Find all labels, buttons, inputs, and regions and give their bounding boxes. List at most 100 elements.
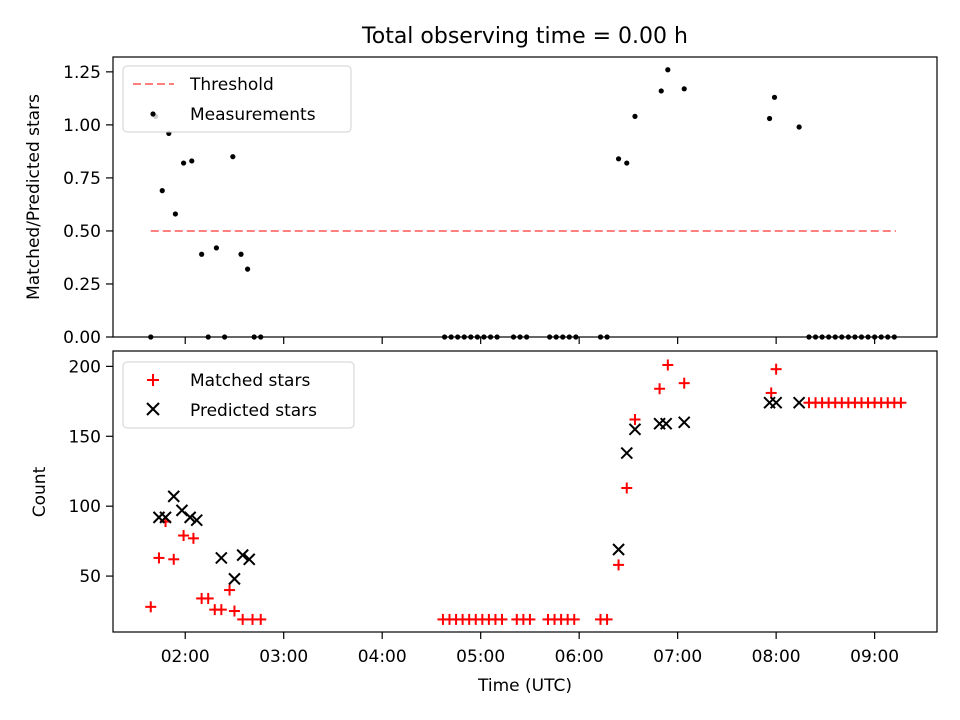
predicted-star-marker [215, 551, 228, 565]
top-legend-box [122, 65, 352, 133]
top-legend: Threshold Measurements [122, 65, 352, 133]
x-tick-label: 06:00 [555, 647, 604, 667]
bottom-subplot: 50 100 150 200 02:00 03:00 04:00 05:00 06:00 07:… [30, 350, 938, 696]
matched-star-marker [215, 604, 227, 616]
top-y-axis-label: Matched/Predicted stars [24, 94, 44, 300]
bottom-plot-marks [145, 359, 907, 625]
predicted-star-marker [159, 511, 172, 524]
top-y-tick-label: 1.25 [63, 63, 101, 83]
matched-star-marker [678, 377, 690, 389]
top-plot-frame [112, 56, 938, 338]
bottom-x-ticks: 02:00 03:00 04:00 05:00 06:00 07:00 08:00 09:00 [161, 632, 899, 667]
matched-star-marker [895, 397, 907, 409]
measurement-point [230, 154, 236, 160]
top-y-tick-label: 0.75 [63, 169, 101, 189]
measurement-point [159, 188, 165, 194]
measurement-point [615, 156, 622, 162]
legend-predicted-label: Predicted stars [190, 401, 317, 421]
matched-star-marker [662, 359, 674, 371]
measurement-point [766, 115, 773, 122]
predicted-star-marker [678, 416, 691, 429]
top-y-ticks: 0.00 0.25 0.50 0.75 1.00 1.25 [63, 63, 113, 348]
predicted-star-marker [620, 446, 633, 460]
top-y-tick-label: 1.00 [63, 116, 101, 136]
legend-matched-label: Matched stars [190, 371, 310, 391]
measurement-point [665, 67, 671, 73]
matched-star-marker [145, 601, 157, 613]
matched-star-marker [629, 414, 641, 426]
predicted-star-marker [243, 553, 256, 566]
predicted-star-marker [236, 548, 249, 562]
x-tick-label: 04:00 [358, 647, 407, 667]
legend-measurements-label: Measurements [190, 105, 316, 125]
matched-star-marker [568, 613, 580, 625]
x-tick-label: 03:00 [259, 647, 308, 667]
matched-star-marker [237, 613, 249, 625]
matched-star-marker [168, 553, 180, 565]
predicted-star-marker [183, 511, 197, 524]
top-y-tick-label: 0.50 [63, 222, 101, 242]
legend-predicted-swatch [146, 402, 160, 416]
top-x-ticks [184, 337, 876, 344]
predicted-star-marker [628, 423, 642, 436]
measurement-point [681, 86, 687, 92]
predicted-star-marker [769, 396, 783, 409]
measurement-point [658, 88, 664, 94]
matched-star-marker [524, 613, 536, 625]
matched-star-marker [621, 482, 633, 494]
bottom-y-tick-label: 100 [69, 497, 101, 517]
x-tick-label: 09:00 [850, 647, 899, 667]
predicted-star-marker [612, 543, 625, 556]
matched-star-marker [613, 559, 625, 571]
predicted-star-marker [228, 572, 241, 586]
measurement-point [771, 94, 778, 100]
measurement-point [180, 160, 187, 166]
top-y-tick-label: 0.25 [63, 275, 101, 295]
measurement-point [199, 251, 205, 257]
x-axis-label: Time (UTC) [477, 676, 572, 696]
bottom-y-axis-label: Count [30, 466, 50, 517]
matched-star-marker [202, 592, 214, 604]
legend-threshold-label: Threshold [189, 75, 274, 95]
predicted-star-marker [659, 417, 673, 430]
top-y-tick-label: 0.00 [63, 328, 101, 348]
legend-measurements-swatch [150, 111, 156, 117]
matched-star-marker [765, 387, 777, 399]
x-tick-label: 08:00 [752, 647, 801, 667]
matched-star-marker [654, 383, 666, 395]
measurement-point [796, 124, 802, 130]
measurement-point [624, 160, 630, 166]
measurement-point [632, 113, 638, 119]
bottom-plot-frame [112, 350, 938, 633]
legend-matched-swatch [147, 374, 159, 386]
top-plot-marks [148, 67, 897, 340]
predicted-star-marker [190, 513, 203, 527]
matched-star-marker [496, 613, 508, 625]
bottom-y-tick-label: 150 [69, 427, 101, 447]
measurement-point [189, 158, 195, 164]
matched-star-marker [228, 605, 240, 617]
matched-star-marker [153, 552, 165, 564]
measurement-point [172, 211, 178, 217]
measurement-point [244, 266, 251, 272]
matched-star-marker [601, 613, 613, 625]
bottom-y-tick-label: 200 [69, 357, 101, 377]
top-subplot: 0.00 0.25 0.50 0.75 1.00 1.25 Matched/Predict… [24, 56, 938, 348]
bottom-y-ticks: 50 100 150 200 [69, 357, 113, 587]
matched-star-marker [255, 613, 267, 625]
x-tick-label: 07:00 [653, 647, 702, 667]
x-tick-label: 05:00 [456, 647, 505, 667]
matched-star-marker [187, 532, 199, 544]
bottom-y-tick-label: 50 [79, 567, 101, 587]
measurement-point [238, 251, 244, 257]
matched-star-marker [770, 363, 782, 375]
measurement-point [213, 245, 220, 251]
chart-title: Total observing time = 0.00 h [361, 24, 688, 49]
matched-star-marker [224, 584, 236, 596]
matched-star-marker [178, 530, 190, 542]
bottom-legend: Matched stars Predicted stars [122, 361, 355, 429]
predicted-star-marker [167, 490, 180, 503]
bottom-legend-box [122, 361, 355, 429]
predicted-star-marker [792, 396, 806, 409]
